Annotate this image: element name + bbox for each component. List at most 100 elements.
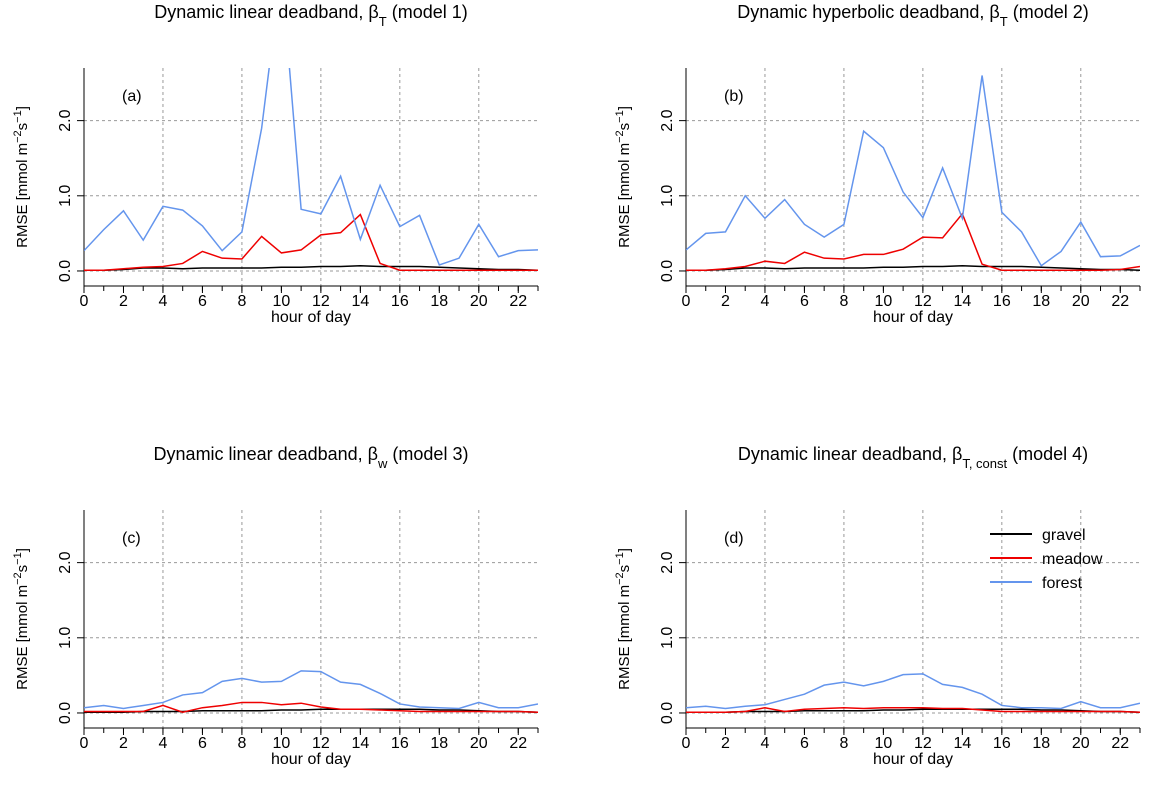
y-label-part: ] [616,106,633,110]
y-label-part: RMSE [mmol m [14,585,31,690]
y-label-part: −1 [614,110,626,123]
x-tick-label: 12 [914,735,932,752]
x-tick-label: 8 [839,293,848,310]
y-tick-label: 0.0 [57,260,74,282]
legend-label: meadow [1042,551,1103,568]
y-tick-label: 1.0 [57,185,74,207]
y-label-part: −1 [12,552,24,565]
y-axis-label: RMSE [mmol m−2s−1] [12,106,31,248]
y-tick-label: 2.0 [57,551,74,573]
title-part: (model 2) [1008,2,1089,22]
y-label-part: RMSE [mmol m [616,143,633,248]
y-label-part: s [616,123,633,131]
series-line [686,708,1140,713]
panel: Dynamic linear deadband, βT, const (mode… [614,444,1141,768]
x-axis-label: hour of day [873,309,953,326]
x-tick-label: 4 [159,735,168,752]
y-tick-label: 0.0 [659,260,676,282]
series-line [686,212,1140,271]
title-part: T, const [962,456,1007,471]
x-tick-label: 18 [1032,735,1050,752]
y-axis-label: RMSE [mmol m−2s−1] [614,548,633,690]
y-tick-label: 0.0 [659,702,676,724]
series-line [686,264,1140,271]
y-label-part: RMSE [mmol m [616,585,633,690]
chart-title: Dynamic linear deadband, βT, const (mode… [738,444,1088,471]
y-tick-label: 0.0 [57,702,74,724]
series-line [84,213,538,271]
x-tick-label: 22 [509,735,527,752]
x-tick-label: 18 [430,293,448,310]
x-axis-label: hour of day [873,751,953,768]
x-tick-label: 4 [761,293,770,310]
panel-label: (a) [122,88,142,105]
x-tick-label: 16 [391,293,409,310]
series-line [84,701,538,713]
x-tick-label: 20 [1072,735,1090,752]
x-tick-label: 2 [721,735,730,752]
x-tick-label: 10 [874,293,892,310]
x-tick-label: 2 [721,293,730,310]
y-label-part: −2 [614,572,626,585]
y-label-part: ] [616,548,633,552]
series-line [686,75,1140,267]
series-line [84,68,538,266]
x-tick-label: 14 [953,735,971,752]
y-label-part: ] [14,548,31,552]
x-tick-label: 18 [1032,293,1050,310]
chart-title: Dynamic linear deadband, βw (model 3) [154,444,469,471]
y-label-part: RMSE [mmol m [14,143,31,248]
y-tick-label: 1.0 [659,185,676,207]
title-part: (model 1) [387,2,468,22]
x-tick-label: 12 [312,735,330,752]
x-tick-label: 0 [80,293,89,310]
legend-label: gravel [1042,527,1086,544]
x-tick-label: 12 [914,293,932,310]
x-tick-label: 6 [800,293,809,310]
title-part: T [379,14,387,29]
x-tick-label: 8 [839,735,848,752]
x-tick-label: 22 [1111,293,1129,310]
panel-label: (d) [724,530,744,547]
x-tick-label: 4 [159,293,168,310]
x-tick-label: 20 [470,293,488,310]
x-tick-label: 12 [312,293,330,310]
series-line [84,708,538,713]
title-part: Dynamic linear deadband, β [738,444,962,464]
y-axis-label: RMSE [mmol m−2s−1] [614,106,633,248]
x-tick-label: 0 [682,735,691,752]
y-tick-label: 1.0 [659,627,676,649]
y-label-part: −1 [614,552,626,565]
chart-title: Dynamic linear deadband, βT (model 1) [154,2,467,29]
x-tick-label: 6 [198,293,207,310]
y-axis-label: RMSE [mmol m−2s−1] [12,548,31,690]
x-tick-label: 6 [198,735,207,752]
x-tick-label: 22 [509,293,527,310]
y-label-part: −1 [12,110,24,123]
x-tick-label: 20 [1072,293,1090,310]
legend-label: forest [1042,575,1083,592]
y-tick-label: 2.0 [659,551,676,573]
x-tick-label: 14 [351,735,369,752]
panel: Dynamic linear deadband, βw (model 3) RMS… [12,444,539,768]
series-line [84,264,538,271]
x-tick-label: 0 [80,735,89,752]
title-part: (model 3) [387,444,468,464]
x-tick-label: 22 [1111,735,1129,752]
y-label-part: s [616,565,633,573]
x-tick-label: 14 [953,293,971,310]
y-tick-label: 1.0 [57,627,74,649]
x-tick-label: 4 [761,735,770,752]
x-tick-label: 16 [993,735,1011,752]
x-tick-label: 6 [800,735,809,752]
title-part: T [1000,14,1008,29]
x-tick-label: 2 [119,735,128,752]
panel: Dynamic linear deadband, βT (model 1) RMS… [12,2,539,326]
chart-title: Dynamic hyperbolic deadband, βT (model 2… [737,2,1089,29]
y-label-part: −2 [12,130,24,143]
y-label-part: −2 [12,572,24,585]
x-tick-label: 20 [470,735,488,752]
x-tick-label: 8 [237,293,246,310]
title-part: Dynamic linear deadband, β [154,2,378,22]
title-part: Dynamic linear deadband, β [154,444,378,464]
